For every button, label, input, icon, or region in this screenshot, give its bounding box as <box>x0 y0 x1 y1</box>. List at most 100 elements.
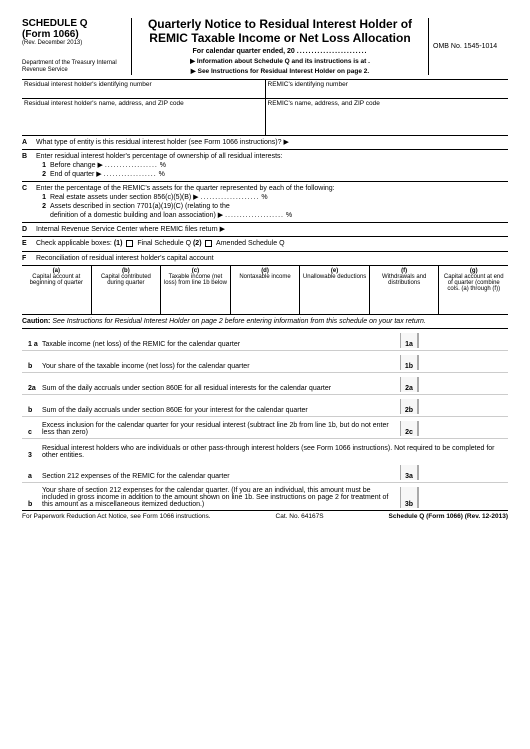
num-2: 2 <box>36 170 46 179</box>
line-C2a: Assets described in section 7701(a)(19)(… <box>50 202 508 211</box>
line-3-text: Residual interest holders who are indivi… <box>42 445 495 459</box>
dots: .................. <box>104 171 157 178</box>
line-desc: Section 212 expenses of the REMIC for th… <box>42 473 400 480</box>
line-1b: bYour share of the taxable income (net l… <box>22 351 508 373</box>
department: Department of the Treasury Internal Reve… <box>22 60 127 73</box>
col-t: Capital account at beginning of quarter <box>30 274 83 286</box>
holder-address-label[interactable]: Residual interest holder's name, address… <box>22 99 266 135</box>
line-box: 3a <box>400 465 418 480</box>
info-line-2: See Instructions for Residual Interest H… <box>138 67 422 75</box>
line-B: BEnter residual interest holder's percen… <box>22 150 508 182</box>
header-right: OMB No. 1545-1014 <box>428 18 508 75</box>
for-quarter-text: For calendar quarter ended, 20 <box>193 48 295 55</box>
dots: .................... <box>225 212 284 219</box>
line-box: 3b <box>400 487 418 508</box>
letter-D: D <box>22 225 32 234</box>
letter-E: E <box>22 239 32 248</box>
line-C1-text: Real estate assets under section 856(c)(… <box>50 194 199 201</box>
num-1: 1 <box>36 161 46 170</box>
line-num: b <box>22 363 42 370</box>
footer-mid: Cat. No. 64167S <box>276 513 324 520</box>
num-2: 2 <box>36 202 46 211</box>
col-t: Withdrawals and distributions <box>382 274 426 286</box>
recon-col-e: (e)Unallowable deductions <box>300 266 370 314</box>
e1-num: (1) <box>114 240 123 247</box>
form-header: SCHEDULE Q (Form 1066) (Rev. December 20… <box>22 18 508 80</box>
line-desc: Your share of the taxable income (net lo… <box>42 363 400 370</box>
line-3a: aSection 212 expenses of the REMIC for t… <box>22 461 508 483</box>
line-D-text: Internal Revenue Service Center where RE… <box>36 225 508 234</box>
col-t: Capital account at end of quarter (combi… <box>444 274 504 292</box>
col-t: Unallowable deductions <box>303 274 366 280</box>
line-num: b <box>22 407 42 414</box>
line-desc: Taxable income (net loss) of the REMIC f… <box>42 341 400 348</box>
amount-field[interactable] <box>418 465 508 480</box>
line-B1: Before change ▶ .................. % <box>50 161 508 170</box>
line-A: A What type of entity is this residual in… <box>22 136 508 150</box>
line-A-text: What type of entity is this residual int… <box>36 138 508 147</box>
line-C1: Real estate assets under section 856(c)(… <box>50 193 508 202</box>
revision: (Rev. December 2013) <box>22 40 127 46</box>
line-desc: Sum of the daily accruals under section … <box>42 385 400 392</box>
line-C2b-text: definition of a domestic building and lo… <box>50 212 223 219</box>
checkbox-amended[interactable] <box>205 240 212 247</box>
line-box: 2a <box>400 377 418 392</box>
line-B2-text: End of quarter ▶ <box>50 171 102 178</box>
header-left: SCHEDULE Q (Form 1066) (Rev. December 20… <box>22 18 132 75</box>
line-F: F Reconciliation of residual interest hol… <box>22 252 508 265</box>
line-desc: Excess inclusion for the calendar quarte… <box>42 422 400 436</box>
line-E-lead: Check applicable boxes: <box>36 240 112 247</box>
remic-address-label[interactable]: REMIC's name, address, and ZIP code <box>266 99 509 135</box>
line-C-lead: Enter the percentage of the REMIC's asse… <box>36 184 508 193</box>
numbered-lines: 1 aTaxable income (net loss) of the REMI… <box>22 329 508 510</box>
remic-id-label[interactable]: REMIC's identifying number <box>266 80 509 98</box>
line-3b: bYour share of section 212 expenses for … <box>22 483 508 510</box>
amount-field[interactable] <box>418 421 508 436</box>
line-desc: Residual interest holders who are indivi… <box>42 445 508 459</box>
form-footer: For Paperwork Reduction Act Notice, see … <box>22 510 508 520</box>
amount-field[interactable] <box>418 355 508 370</box>
letter-C: C <box>22 184 32 193</box>
e2-num: (2) <box>193 240 202 247</box>
num-1: 1 <box>36 193 46 202</box>
line-num: b <box>22 501 42 508</box>
recon-col-d: (d)Nontaxable income <box>231 266 301 314</box>
pct-c1: % <box>261 194 267 201</box>
line-2b: bSum of the daily accruals under section… <box>22 395 508 417</box>
caution-note: Caution: See Instructions for Residual I… <box>22 315 508 329</box>
line-3: 3Residual interest holders who are indiv… <box>22 439 508 461</box>
info-line-1: Information about Schedule Q and its ins… <box>138 57 422 65</box>
footer-right: Schedule Q (Form 1066) (Rev. 12-2013) <box>389 513 508 520</box>
dots: .................. <box>105 162 158 169</box>
line-box: 2c <box>400 421 418 436</box>
header-center: Quarterly Notice to Residual Interest Ho… <box>132 18 428 75</box>
letter-A: A <box>22 138 32 147</box>
col-t: Nontaxable income <box>239 274 290 280</box>
schedule-label: SCHEDULE Q <box>22 18 127 29</box>
dots: .................... <box>201 194 260 201</box>
letter-B: B <box>22 152 32 161</box>
amount-field[interactable] <box>418 399 508 414</box>
recon-col-c: (c)Taxable income (net loss) from line 1… <box>161 266 231 314</box>
amount-field[interactable] <box>418 487 508 508</box>
line-num: 3 <box>22 452 42 459</box>
omb-number: OMB No. 1545-1014 <box>433 43 497 50</box>
letter-F: F <box>22 254 32 263</box>
line-desc: Sum of the daily accruals under section … <box>42 407 400 414</box>
address-row: Residual interest holder's name, address… <box>22 99 508 136</box>
line-C2b: definition of a domestic building and lo… <box>50 211 508 220</box>
checkbox-final[interactable] <box>126 240 133 247</box>
line-D: D Internal Revenue Service Center where R… <box>22 223 508 237</box>
amount-field[interactable] <box>418 333 508 348</box>
line-1a: 1 aTaxable income (net loss) of the REMI… <box>22 329 508 351</box>
line-B1-text: Before change ▶ <box>50 162 103 169</box>
amount-field[interactable] <box>418 377 508 392</box>
line-box: 2b <box>400 399 418 414</box>
footer-right-text: Schedule Q (Form 1066) (Rev. 12-2013) <box>389 513 508 520</box>
line-box: 1a <box>400 333 418 348</box>
pct-c2: % <box>286 212 292 219</box>
line-F-text: Reconciliation of residual interest hold… <box>36 254 508 263</box>
holder-id-label[interactable]: Residual interest holder's identifying n… <box>22 80 266 98</box>
caution-text: See Instructions for Residual Interest H… <box>52 318 426 325</box>
line-E-text: Check applicable boxes: (1) Final Schedu… <box>36 239 508 248</box>
